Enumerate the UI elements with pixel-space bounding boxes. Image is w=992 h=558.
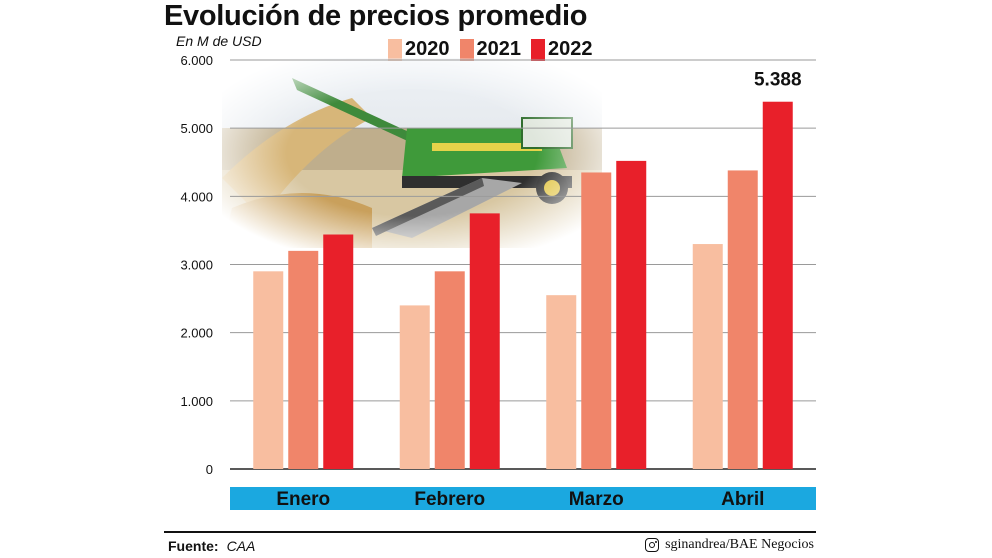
category-band: Enero Febrero Marzo Abril	[230, 487, 816, 510]
bar-abril-2021	[727, 170, 758, 469]
bar-marzo-2021	[581, 172, 612, 469]
credit-text: sginandrea/BAE Negocios	[665, 537, 814, 552]
bar-enero-2021	[288, 250, 319, 469]
x-tick-label: Febrero	[414, 489, 485, 510]
y-tick-label: 4.000	[180, 189, 213, 204]
instagram-icon	[645, 538, 660, 552]
legend-swatch-2020	[388, 38, 402, 61]
y-axis-unit-label: En M de USD	[176, 33, 262, 49]
legend-swatch-2021	[459, 38, 474, 61]
legend-item-2022: 2022	[531, 38, 593, 61]
y-tick-label: 2.000	[180, 326, 213, 341]
legend-label-2022: 2022	[548, 38, 593, 60]
y-tick-label: 1.000	[180, 394, 213, 409]
chart-title: Evolución de precios promedio	[164, 0, 588, 32]
credit-line: sginandrea/BAE Negocios	[645, 537, 814, 553]
legend-item-2020: 2020	[388, 38, 450, 61]
y-tick-label: 3.000	[180, 258, 213, 273]
y-axis-ticks: 0 1.000 2.000 3.000 4.000 5.000 6.000	[180, 53, 213, 477]
bars	[253, 101, 793, 470]
legend-swatch-2022	[531, 38, 545, 61]
annotations: 5.388	[754, 70, 802, 91]
y-tick-label: 5.000	[180, 121, 213, 136]
source-label: Fuente:	[168, 538, 219, 554]
legend-label-2021: 2021	[476, 38, 522, 60]
bar-febrero-2020	[399, 305, 430, 469]
x-tick-label: Marzo	[569, 489, 624, 510]
legend-item-2021: 2021	[459, 38, 522, 61]
x-tick-label: Enero	[276, 489, 330, 510]
x-tick-label: Abril	[721, 489, 764, 510]
harvest-photo	[222, 58, 602, 248]
y-tick-label: 6.000	[180, 53, 213, 68]
source-line: Fuente: CAA	[168, 538, 255, 554]
category-band-background	[230, 487, 816, 510]
bar-marzo-2022	[616, 160, 647, 470]
legend-label-2020: 2020	[405, 38, 450, 60]
bar-enero-2020	[253, 271, 284, 469]
bar-marzo-2020	[546, 295, 577, 469]
bar-febrero-2022	[469, 213, 500, 469]
legend: 2020 2021 2022	[388, 38, 593, 61]
y-tick-label: 0	[206, 462, 213, 477]
data-label: 5.388	[754, 70, 802, 91]
bar-enero-2022	[323, 234, 354, 469]
bar-abril-2020	[692, 244, 723, 469]
bar-abril-2022	[762, 101, 793, 469]
bar-febrero-2021	[434, 271, 465, 469]
source-value: CAA	[226, 538, 256, 554]
footer-divider	[164, 531, 816, 533]
